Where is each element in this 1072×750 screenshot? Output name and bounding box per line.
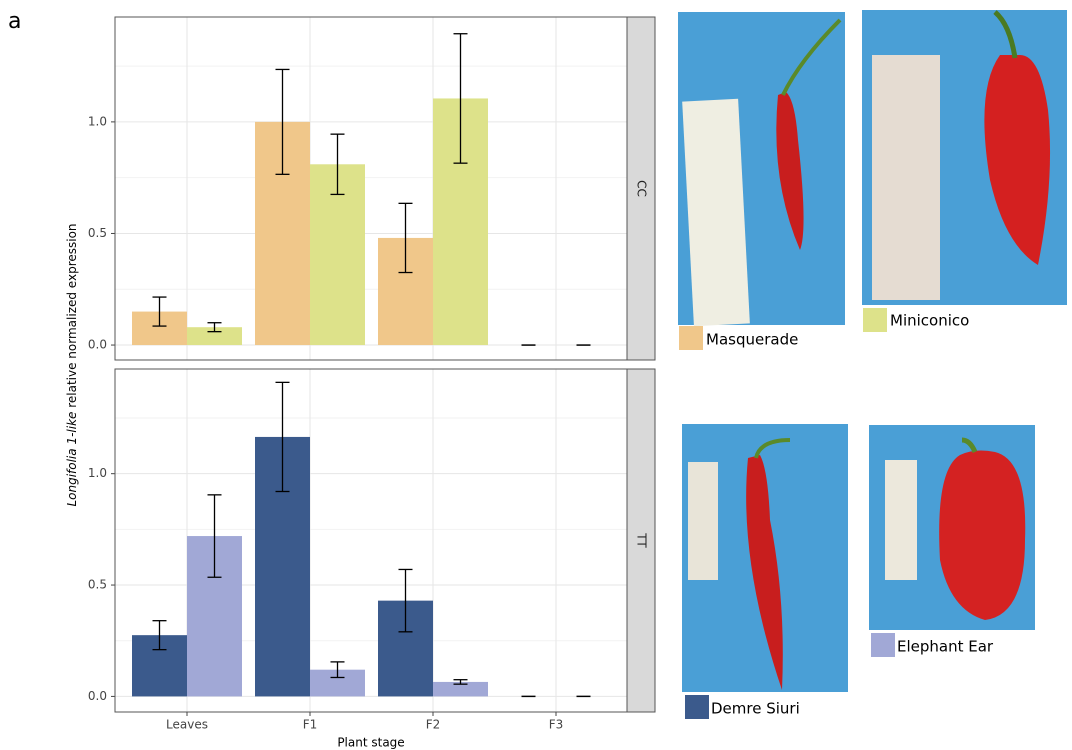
y-axis-label-italic: Longifolia 1-like: [65, 412, 79, 507]
y-tick-label: 0.5: [88, 226, 107, 240]
y-axis-label: Longifolia 1-like relative normalized ex…: [65, 223, 79, 506]
x-tick-label: F3: [549, 718, 564, 732]
photo-elephant-ear: [869, 425, 1035, 630]
x-tick-label: Leaves: [166, 718, 208, 732]
panel-label: a: [8, 9, 21, 34]
y-tick-label: 0.0: [88, 338, 107, 352]
photo-masquerade: [678, 12, 845, 326]
legend-swatch: [863, 308, 887, 332]
legend-label: Masquerade: [706, 331, 798, 349]
y-tick-label: 0.0: [88, 689, 107, 703]
panel-background: [115, 17, 627, 360]
legend-swatch: [679, 326, 703, 350]
legend-label: Elephant Ear: [897, 638, 994, 656]
legend-label: Miniconico: [890, 312, 969, 330]
photo-demre-siuri: [682, 424, 848, 692]
x-tick-label: F2: [426, 718, 441, 732]
legend-swatch: [871, 633, 895, 657]
y-tick-label: 1.0: [88, 114, 107, 128]
figure: a Longifolia 1-like relative normalized …: [0, 0, 1072, 750]
legend-label: Demre Siuri: [711, 700, 800, 718]
facet-label: TT: [635, 532, 649, 548]
y-axis-label-text: relative normalized expression: [65, 223, 79, 407]
facet-label: CC: [635, 180, 649, 197]
y-tick-label: 1.0: [88, 466, 107, 480]
photo-miniconico: [862, 10, 1067, 305]
x-axis-label: Plant stage: [337, 736, 404, 750]
y-tick-label: 0.5: [88, 578, 107, 592]
x-tick-label: F1: [303, 718, 318, 732]
legend-swatch: [685, 695, 709, 719]
